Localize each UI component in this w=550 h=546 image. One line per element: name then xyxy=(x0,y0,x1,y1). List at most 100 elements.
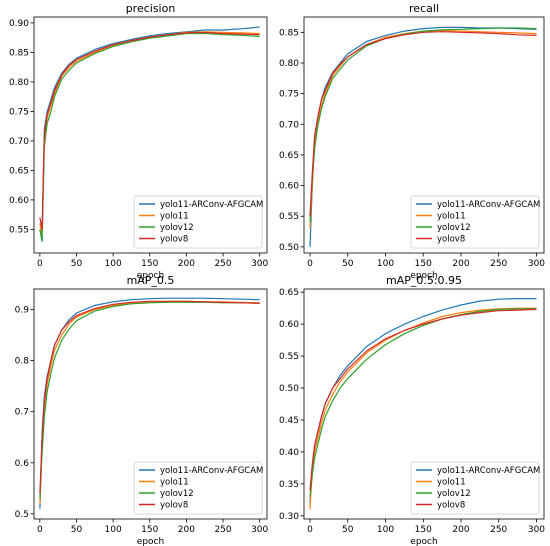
chart-title: precision xyxy=(126,2,176,15)
y-tick-label: 0.55 xyxy=(279,212,299,222)
legend-label: yolo11 xyxy=(160,478,189,488)
y-tick-label: 0.9 xyxy=(15,305,30,315)
legend-label: yolov8 xyxy=(160,235,188,245)
legend-box xyxy=(410,195,540,249)
legend-label: yolo11-ARConv-AFGCAM xyxy=(437,200,540,210)
y-tick-label: 0.80 xyxy=(279,59,299,69)
legend-label: yolo11-ARConv-AFGCAM xyxy=(160,200,263,210)
legend-box xyxy=(133,461,263,515)
x-tick-label: 200 xyxy=(452,259,469,269)
legend-label: yolo11-ARConv-AFGCAM xyxy=(160,466,263,476)
legend-label: yolov12 xyxy=(160,489,194,499)
x-axis-label: epoch xyxy=(137,271,164,281)
legend-label: yolov8 xyxy=(437,235,465,245)
legend-label: yolov8 xyxy=(437,501,465,511)
x-tick-label: 50 xyxy=(71,525,83,535)
y-tick-label: 0.8 xyxy=(15,357,30,367)
legend-label: yolo11 xyxy=(160,212,189,222)
series-line-yolov12 xyxy=(309,27,537,223)
x-axis-label: epoch xyxy=(137,537,164,546)
y-tick-label: 0.6 xyxy=(15,459,30,469)
x-tick-label: 200 xyxy=(178,259,195,269)
series-line-yolov12 xyxy=(39,32,260,242)
y-tick-label: 0.55 xyxy=(9,225,29,235)
y-tick-label: 0.50 xyxy=(279,384,299,394)
x-tick-label: 0 xyxy=(307,525,313,535)
chart-panel-3: mAP_0.5 0 50 100 150 200 250 300 0.5 0.6 0.7 0.8 0.9… xyxy=(15,274,269,546)
x-tick-label: 50 xyxy=(342,259,354,269)
x-tick-label: 150 xyxy=(415,259,432,269)
x-tick-label: 200 xyxy=(452,525,469,535)
x-tick-label: 250 xyxy=(490,525,507,535)
x-tick-label: 50 xyxy=(342,525,354,535)
legend-label: yolov8 xyxy=(160,501,188,511)
chart-title: mAP_0.5 xyxy=(127,274,175,287)
x-tick-label: 100 xyxy=(105,525,122,535)
x-tick-label: 50 xyxy=(71,259,83,269)
x-tick-label: 200 xyxy=(178,525,195,535)
legend-box xyxy=(410,461,540,515)
x-tick-label: 0 xyxy=(37,525,43,535)
series-line-yolov12 xyxy=(309,308,537,497)
x-axis-label: epoch xyxy=(410,271,437,281)
y-tick-label: 0.60 xyxy=(279,182,299,192)
legend-box xyxy=(133,195,263,249)
x-tick-label: 150 xyxy=(141,259,158,269)
x-tick-label: 0 xyxy=(307,259,313,269)
legend-label: yolov12 xyxy=(437,223,471,233)
x-tick-label: 300 xyxy=(251,525,268,535)
y-tick-label: 0.65 xyxy=(279,151,299,161)
y-tick-label: 0.30 xyxy=(279,512,299,522)
legend-label: yolov12 xyxy=(437,489,471,499)
y-tick-label: 0.45 xyxy=(279,416,299,426)
y-tick-label: 0.75 xyxy=(9,107,29,117)
x-tick-label: 100 xyxy=(377,259,394,269)
x-tick-label: 300 xyxy=(528,259,545,269)
y-tick-label: 0.85 xyxy=(9,48,29,58)
plot-frame xyxy=(303,16,545,254)
series-line-yolo11-ARConv-AFGCAM xyxy=(39,26,260,242)
series-line-yolov8 xyxy=(309,308,537,491)
plot-frame xyxy=(303,288,545,520)
legend-label: yolo11 xyxy=(437,212,466,222)
y-tick-label: 0.75 xyxy=(279,90,299,100)
chart-panel-2: recall 0 50 100 150 200 250 300 0.50 0.55 0.60 0.65… xyxy=(279,2,545,281)
x-tick-label: 150 xyxy=(415,525,432,535)
x-tick-label: 250 xyxy=(214,525,231,535)
x-tick-label: 0 xyxy=(37,259,43,269)
x-tick-label: 150 xyxy=(141,525,158,535)
y-tick-label: 0.60 xyxy=(9,196,29,206)
y-tick-label: 0.70 xyxy=(279,120,299,130)
y-tick-label: 0.65 xyxy=(279,288,299,298)
legend-label: yolo11-ARConv-AFGCAM xyxy=(437,466,540,476)
y-tick-label: 0.80 xyxy=(9,78,29,88)
series-line-yolov8 xyxy=(309,31,537,217)
x-tick-label: 300 xyxy=(251,259,268,269)
series-line-yolov8 xyxy=(39,300,260,494)
chart-title: recall xyxy=(409,2,439,15)
series-line-yolo11 xyxy=(309,307,537,510)
y-tick-label: 0.7 xyxy=(15,408,29,418)
y-tick-label: 0.55 xyxy=(279,352,299,362)
legend-label: yolo11 xyxy=(437,478,466,488)
chart-title: mAP_0.5:0.95 xyxy=(386,274,462,287)
y-tick-label: 0.5 xyxy=(15,510,29,520)
y-tick-label: 0.35 xyxy=(279,480,299,490)
legend-label: yolov12 xyxy=(160,223,194,233)
x-axis-label: epoch xyxy=(410,537,437,546)
x-tick-label: 250 xyxy=(490,259,507,269)
y-tick-label: 0.50 xyxy=(279,243,299,253)
y-tick-label: 0.90 xyxy=(9,19,29,29)
series-line-yolov8 xyxy=(39,31,260,230)
y-tick-label: 0.60 xyxy=(279,320,299,330)
y-tick-label: 0.40 xyxy=(279,448,299,458)
chart-panel-1: precision 0 50 100 150 200 250 300 0.55 0.60 0.65 0… xyxy=(9,2,269,281)
y-tick-label: 0.70 xyxy=(9,137,29,147)
x-tick-label: 300 xyxy=(528,525,545,535)
y-tick-label: 0.65 xyxy=(9,166,29,176)
y-tick-label: 0.85 xyxy=(279,28,299,38)
